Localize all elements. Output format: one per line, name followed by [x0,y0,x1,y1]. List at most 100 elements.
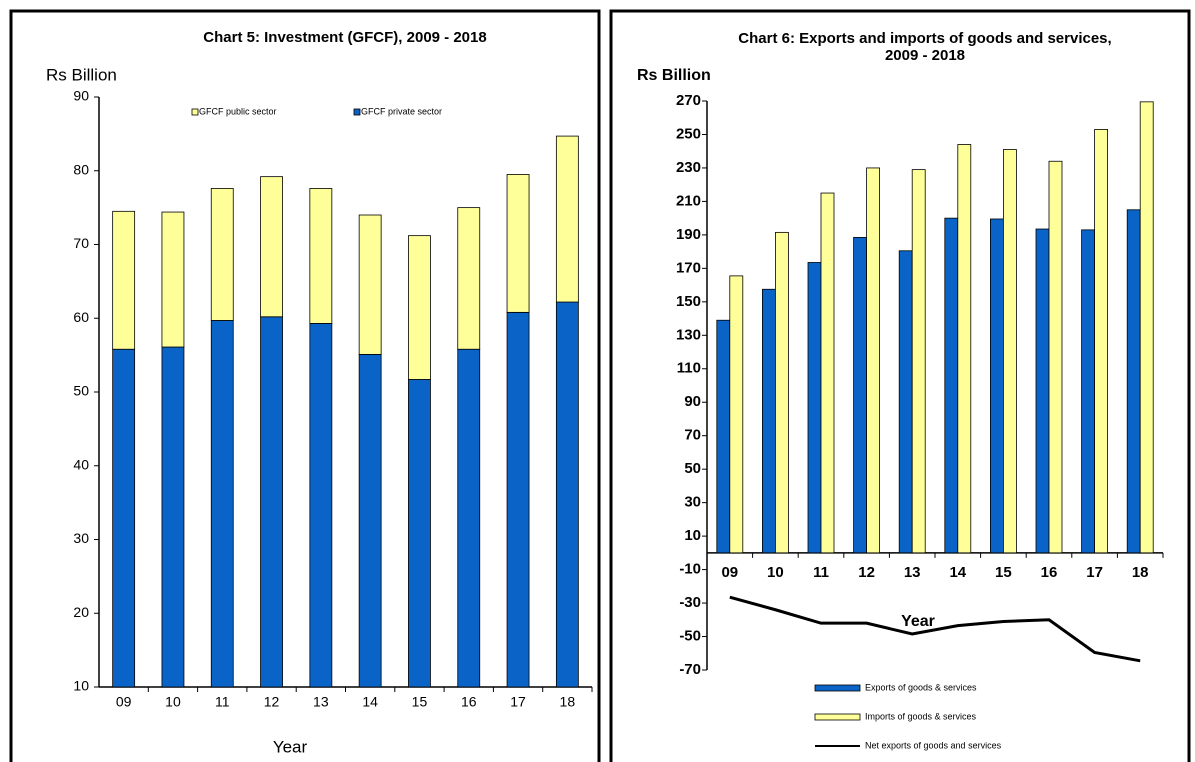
legend-swatch [814,713,861,721]
y-tick-label: 50 [73,383,89,399]
bar [1035,228,1050,554]
bar [358,353,382,688]
x-tick-label: 16 [1041,564,1058,581]
x-tick-label: 17 [510,694,526,710]
x-tick-label: 16 [461,694,477,710]
x-tick-label: 09 [721,564,738,581]
chart-title: Chart 5: Investment (GFCF), 2009 - 2018 [203,29,487,46]
bar [807,262,822,554]
y-tick-label: -70 [679,661,701,678]
bar [408,235,431,380]
y-tick-label: 30 [684,494,701,511]
x-tick-label: 18 [560,694,576,710]
x-tick-label: 10 [767,564,784,581]
bar [408,379,431,688]
bar [775,231,789,554]
bar [1126,209,1141,554]
bar [457,207,481,350]
bar [944,217,959,554]
legend-label: Exports of goods & services [865,682,977,692]
x-tick-label: 14 [362,694,378,710]
y-tick-label: 230 [676,159,701,176]
panel-border [609,9,1191,762]
bar [210,320,234,688]
bar [820,192,835,554]
bar [957,144,972,554]
bar [161,346,185,688]
y-axis-label: Rs Billion [637,67,711,84]
x-tick-label: 14 [949,564,966,581]
y-tick-label: 10 [684,527,701,544]
y-tick-label: 150 [676,293,701,310]
bar [911,169,926,554]
bar [1081,229,1095,554]
bar [506,174,530,313]
x-tick-label: 12 [264,694,280,710]
bar [210,188,234,321]
bar [506,311,530,688]
y-tick-label: 250 [676,125,701,142]
bar [898,250,913,554]
x-tick-label: 15 [412,694,428,710]
x-tick-label: 18 [1132,564,1149,581]
x-tick-label: 11 [215,694,230,710]
x-axis-label: Year [901,613,935,630]
bar [1048,160,1063,554]
x-tick-label: 09 [116,694,132,710]
y-tick-label: 30 [73,530,89,546]
y-tick-label: -10 [679,561,701,578]
x-axis-label: Year [273,737,308,756]
bar [309,188,333,324]
x-tick-label: 10 [165,694,181,710]
bar [762,288,776,554]
x-tick-label: 13 [313,694,329,710]
y-tick-label: 40 [73,456,89,472]
y-tick-label: 50 [684,460,701,477]
y-tick-label: 90 [684,393,701,410]
y-tick-label: 60 [73,309,89,325]
legend-swatch [191,108,199,116]
x-tick-label: 11 [813,564,829,581]
bar [729,275,744,554]
y-tick-label: 70 [684,427,701,444]
y-tick-label: -50 [679,627,701,644]
bar [990,218,1004,554]
bar [457,348,481,688]
bar [1003,149,1017,554]
x-tick-label: 15 [995,564,1012,581]
legend-swatch [353,108,361,116]
legend-swatch [814,684,861,692]
y-tick-label: 270 [676,92,701,109]
y-tick-label: -30 [679,594,701,611]
y-tick-label: 110 [677,360,701,377]
x-tick-label: 17 [1086,564,1103,581]
y-tick-label: 210 [676,192,701,209]
bar [555,135,579,303]
bar [716,319,731,554]
y-tick-label: 190 [676,226,701,243]
y-axis-label: Rs Billion [46,65,117,84]
x-tick-label: 12 [858,564,875,581]
bar [853,236,867,554]
bar [309,323,333,688]
legend-label: GFCF public sector [199,106,277,116]
bar [1094,129,1108,554]
bar [1139,101,1154,554]
y-tick-label: 80 [73,161,89,177]
x-tick-label: 13 [904,564,921,581]
bar [112,210,136,350]
bar [112,348,136,688]
bar [555,301,579,688]
y-tick-label: 70 [73,235,89,251]
bar [260,176,283,318]
line [729,595,1141,663]
legend-label: Imports of goods & services [865,711,977,721]
y-tick-label: 90 [73,88,89,104]
bar [260,316,283,688]
y-tick-label: 130 [676,326,701,343]
y-tick-label: 170 [676,259,701,276]
panel-border [9,9,601,762]
bar [866,167,880,554]
